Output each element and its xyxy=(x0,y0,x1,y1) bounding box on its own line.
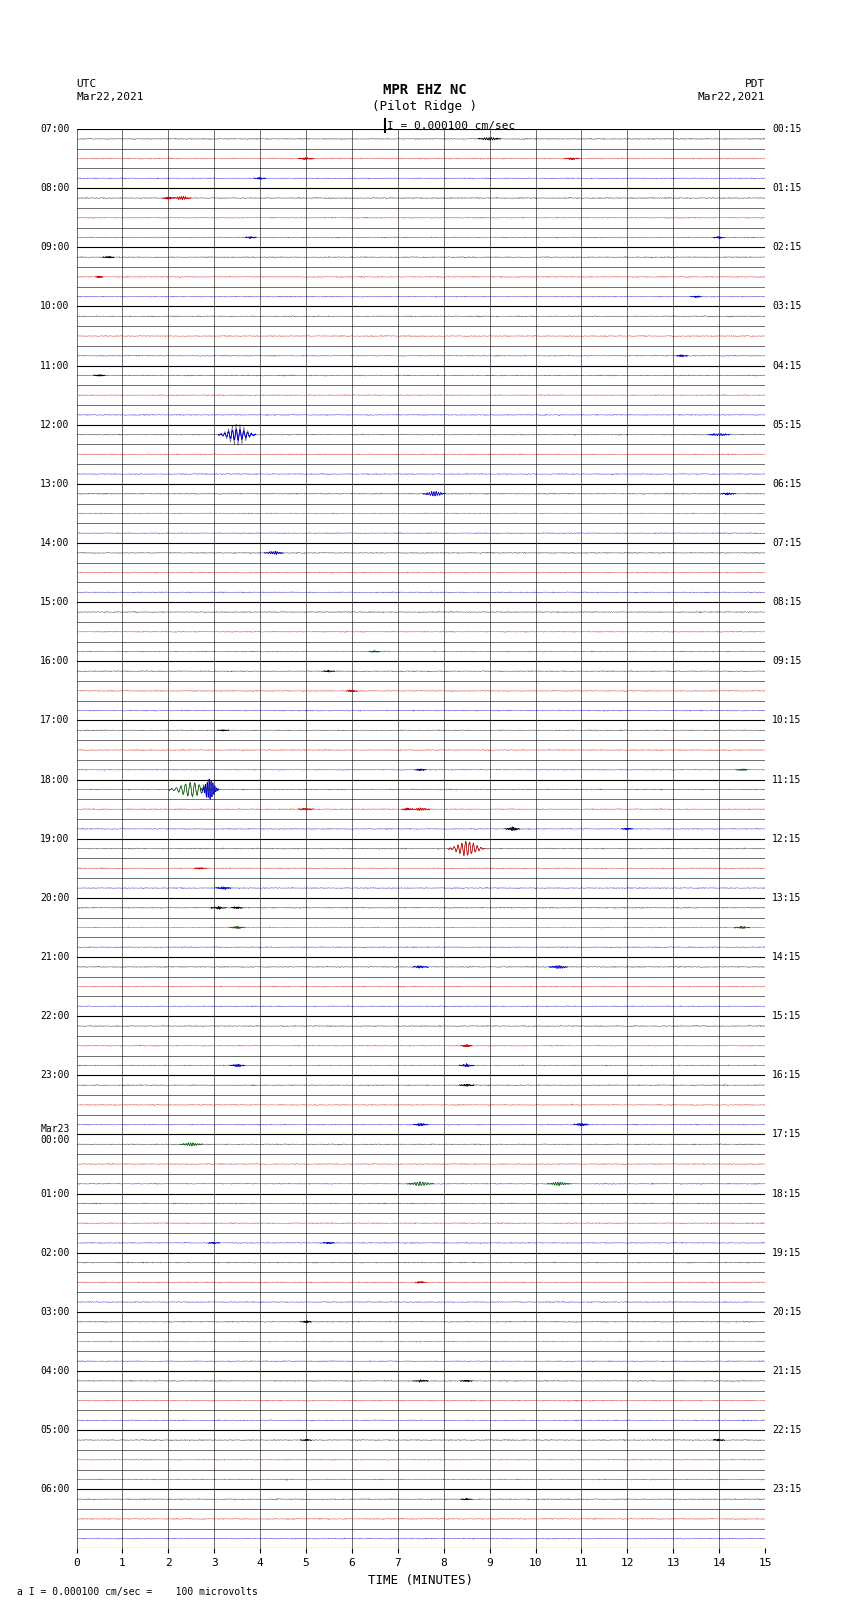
Text: 09:15: 09:15 xyxy=(772,656,802,666)
Text: 13:00: 13:00 xyxy=(40,479,70,489)
Text: 22:00: 22:00 xyxy=(40,1011,70,1021)
Text: 21:15: 21:15 xyxy=(772,1366,802,1376)
Text: 10:15: 10:15 xyxy=(772,716,802,726)
Text: 12:00: 12:00 xyxy=(40,419,70,429)
Text: 19:15: 19:15 xyxy=(772,1248,802,1258)
Text: 16:00: 16:00 xyxy=(40,656,70,666)
Text: 15:15: 15:15 xyxy=(772,1011,802,1021)
Text: 23:00: 23:00 xyxy=(40,1071,70,1081)
Text: 19:00: 19:00 xyxy=(40,834,70,844)
Text: Mar22,2021: Mar22,2021 xyxy=(76,92,144,102)
Text: I = 0.000100 cm/sec: I = 0.000100 cm/sec xyxy=(387,121,515,131)
Text: 07:15: 07:15 xyxy=(772,539,802,548)
Text: 03:00: 03:00 xyxy=(40,1307,70,1316)
Text: 11:15: 11:15 xyxy=(772,774,802,784)
Text: 00:15: 00:15 xyxy=(772,124,802,134)
Text: a I = 0.000100 cm/sec =    100 microvolts: a I = 0.000100 cm/sec = 100 microvolts xyxy=(17,1587,258,1597)
Text: 18:15: 18:15 xyxy=(772,1189,802,1198)
Text: 15:00: 15:00 xyxy=(40,597,70,606)
Text: 01:15: 01:15 xyxy=(772,184,802,194)
Text: UTC: UTC xyxy=(76,79,97,89)
Text: 23:15: 23:15 xyxy=(772,1484,802,1494)
Text: 12:15: 12:15 xyxy=(772,834,802,844)
Text: 05:00: 05:00 xyxy=(40,1426,70,1436)
X-axis label: TIME (MINUTES): TIME (MINUTES) xyxy=(368,1574,473,1587)
Text: 21:00: 21:00 xyxy=(40,952,70,961)
Text: 06:00: 06:00 xyxy=(40,1484,70,1494)
Text: 22:15: 22:15 xyxy=(772,1426,802,1436)
Text: 17:00: 17:00 xyxy=(40,716,70,726)
Text: 11:00: 11:00 xyxy=(40,361,70,371)
Text: 04:00: 04:00 xyxy=(40,1366,70,1376)
Text: 20:00: 20:00 xyxy=(40,894,70,903)
Text: 03:15: 03:15 xyxy=(772,302,802,311)
Text: 05:15: 05:15 xyxy=(772,419,802,429)
Text: 02:15: 02:15 xyxy=(772,242,802,252)
Text: 08:15: 08:15 xyxy=(772,597,802,606)
Text: 07:00: 07:00 xyxy=(40,124,70,134)
Text: 14:00: 14:00 xyxy=(40,539,70,548)
Text: 13:15: 13:15 xyxy=(772,894,802,903)
Text: Mar23
00:00: Mar23 00:00 xyxy=(40,1124,70,1145)
Text: 08:00: 08:00 xyxy=(40,184,70,194)
Text: MPR EHZ NC: MPR EHZ NC xyxy=(383,82,467,97)
Text: 17:15: 17:15 xyxy=(772,1129,802,1139)
Text: 01:00: 01:00 xyxy=(40,1189,70,1198)
Text: 16:15: 16:15 xyxy=(772,1071,802,1081)
Text: PDT: PDT xyxy=(745,79,765,89)
Text: 14:15: 14:15 xyxy=(772,952,802,961)
Text: Mar22,2021: Mar22,2021 xyxy=(698,92,765,102)
Text: 10:00: 10:00 xyxy=(40,302,70,311)
Text: 02:00: 02:00 xyxy=(40,1248,70,1258)
Text: 09:00: 09:00 xyxy=(40,242,70,252)
Text: 04:15: 04:15 xyxy=(772,361,802,371)
Text: (Pilot Ridge ): (Pilot Ridge ) xyxy=(372,100,478,113)
Text: 20:15: 20:15 xyxy=(772,1307,802,1316)
Text: 06:15: 06:15 xyxy=(772,479,802,489)
Text: 18:00: 18:00 xyxy=(40,774,70,784)
